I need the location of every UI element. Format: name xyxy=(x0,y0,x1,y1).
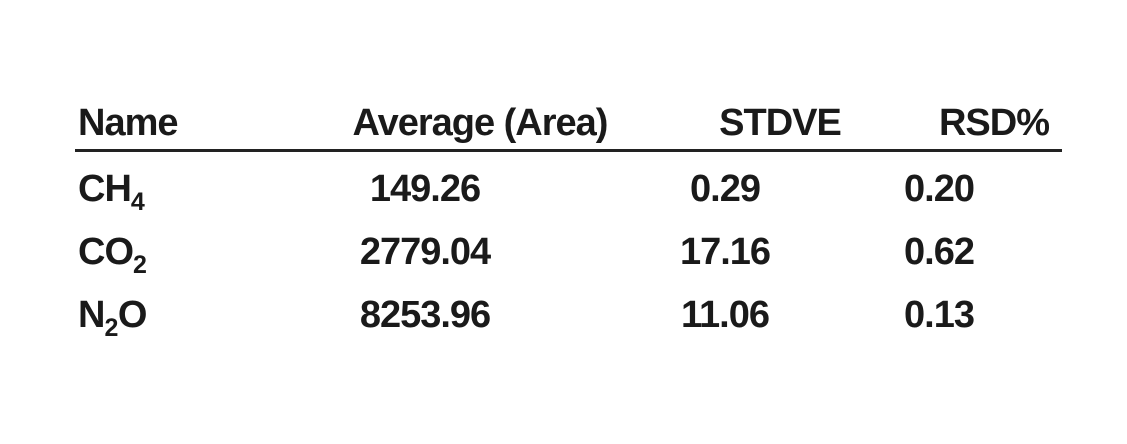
stdve-value: 0.29 xyxy=(690,168,761,210)
table-header-row: Name Average (Area) STDVE RSD% xyxy=(75,102,1062,144)
stdve-value: 17.16 xyxy=(679,231,771,273)
rsd-value: 0.13 xyxy=(904,294,975,336)
rsd-value: 0.62 xyxy=(904,231,975,273)
average-area-value: 8253.96 xyxy=(359,294,491,336)
average-area-value: 2779.04 xyxy=(359,231,491,273)
table-row-n2o: N2O 8253.96 11.06 0.13 xyxy=(75,294,1062,342)
results-table: Name Average (Area) STDVE RSD% CH4 149.2… xyxy=(75,102,1062,357)
compound-name: N2O xyxy=(78,294,147,342)
column-header-stdve: STDVE xyxy=(719,102,842,144)
average-area-value: 149.26 xyxy=(369,168,481,210)
compound-name: CO2 xyxy=(78,231,147,279)
header-divider-rule xyxy=(75,149,1062,152)
compound-name: CH4 xyxy=(78,168,145,216)
rsd-value: 0.20 xyxy=(904,168,975,210)
table-row-co2: CO2 2779.04 17.16 0.62 xyxy=(75,231,1062,279)
column-header-average-area: Average (Area) xyxy=(352,102,609,144)
stdve-value: 11.06 xyxy=(681,294,770,336)
column-header-name: Name xyxy=(78,102,179,144)
table-body: CH4 149.26 0.29 0.20 CO2 2779.04 17.16 0… xyxy=(75,168,1062,342)
table-row-ch4: CH4 149.26 0.29 0.20 xyxy=(75,168,1062,216)
column-header-rsd-percent: RSD% xyxy=(938,102,1050,144)
